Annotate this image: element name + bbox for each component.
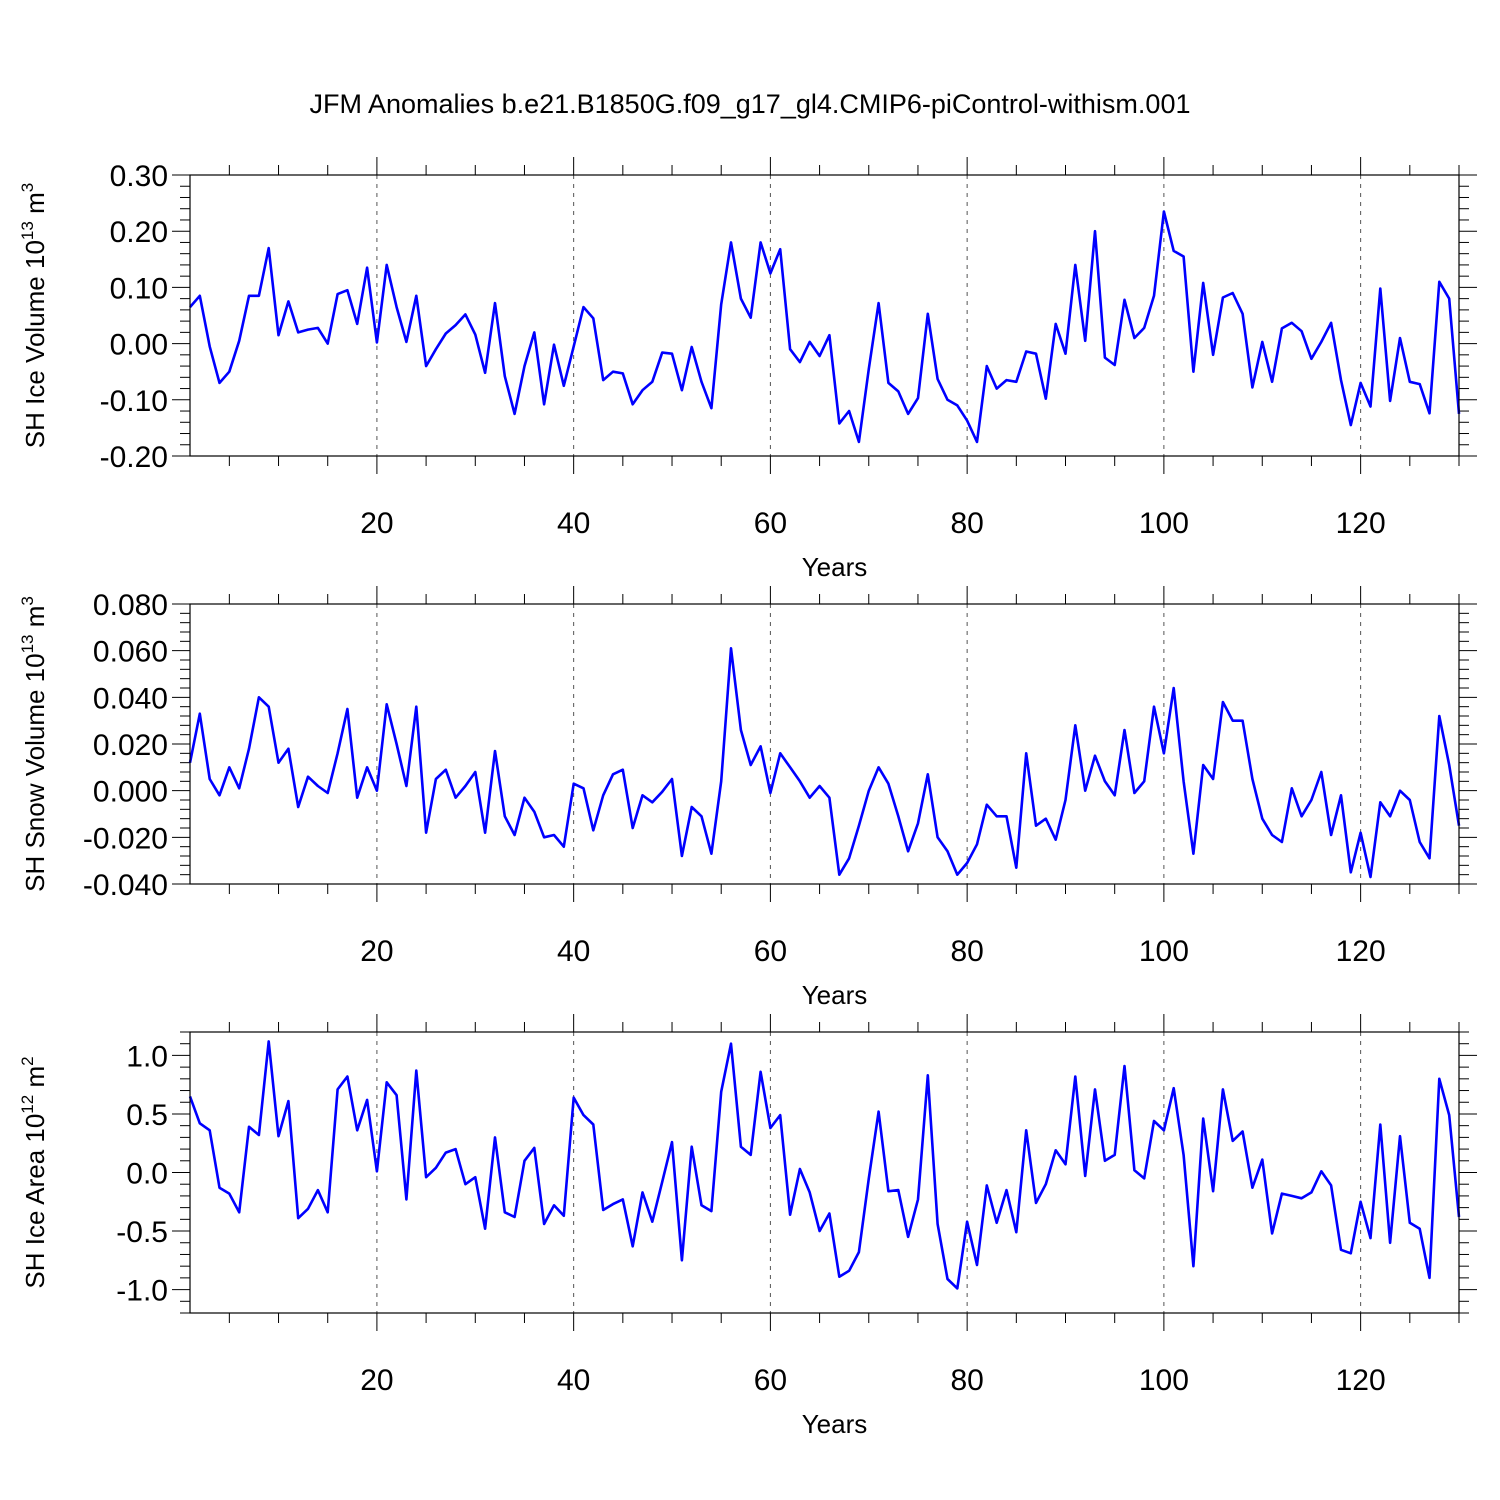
panel-ice-volume-x-tick-label: 20: [360, 507, 393, 540]
panel-snow-volume-x-tick-label: 20: [360, 935, 393, 968]
panel-ice-volume-x-tick-label: 40: [557, 507, 590, 540]
panel-ice-area-x-axis-label: Years: [802, 1409, 868, 1439]
panel-ice-volume: 20 40 60 80 100 120 -0.20 -0.10 0.00 0.10 0.20 0.30…: [18, 157, 1477, 582]
panel-ice-volume-y-axis-label-part: SH Ice Volume 10: [20, 240, 50, 448]
chart-title: JFM Anomalies b.e21.B1850G.f09_g17_gl4.C…: [310, 89, 1191, 119]
panel-ice-volume-y-tick-label: 0.20: [110, 216, 168, 249]
panel-snow-volume-x-tick-label: 40: [557, 935, 590, 968]
panel-ice-area-y-axis-exponent: 2: [18, 1056, 37, 1065]
panel-snow-volume-y-tick-label: 0.040: [93, 682, 168, 715]
panel-ice-area-series-line: [188, 1040, 1461, 1290]
panel-ice-volume-y-axis-exponent: 13: [18, 221, 37, 240]
panel-ice-area: 20 40 60 80 100 120 -1.0 -0.5 0.0 0.5 1.0 Years SH I…: [18, 1014, 1477, 1439]
panel-ice-volume-y-tick-label: 0.00: [110, 329, 168, 362]
panel-snow-volume-x-tick-label: 120: [1336, 935, 1386, 968]
panel-snow-volume-x-tick-label: 60: [754, 935, 787, 968]
panel-ice-area-x-tick-label: 20: [360, 1364, 393, 1397]
panel-snow-volume-y-tick-label: 0.000: [93, 776, 168, 809]
panel-ice-area-x-tick-label: 100: [1139, 1364, 1189, 1397]
panel-ice-area-x-tick-label: 120: [1336, 1364, 1386, 1397]
panel-ice-area-y-axis-label: SH Ice Area 1012 m2: [18, 1056, 50, 1288]
panel-ice-area-y-tick-label: 0.0: [126, 1158, 168, 1191]
panel-ice-area-y-axis-label-part: m: [20, 1066, 50, 1095]
panel-ice-area-y-axis-exponent: 12: [18, 1095, 37, 1114]
panel-snow-volume-y-tick-label: 0.080: [93, 589, 168, 622]
panel-snow-volume-y-tick-label: 0.060: [93, 636, 168, 669]
panel-ice-area-y-axis-label-part: SH Ice Area 10: [20, 1114, 50, 1289]
panel-ice-volume-series-line: [189, 210, 1461, 444]
panel-snow-volume-frame: [189, 603, 1460, 885]
panel-snow-volume-y-tick-label: -0.020: [83, 822, 168, 855]
panel-ice-volume-x-tick-label: 80: [950, 507, 983, 540]
panel-snow-volume-y-tick-label: 0.020: [93, 729, 168, 762]
panel-snow-volume-y-tick-label: -0.040: [83, 869, 168, 902]
panel-ice-area-y-tick-label: -0.5: [116, 1216, 168, 1249]
panel-ice-volume-y-tick-label: -0.20: [100, 441, 168, 474]
panel-snow-volume-y-axis-exponent: 13: [18, 634, 37, 653]
panel-snow-volume-x-tick-label: 80: [950, 935, 983, 968]
panel-ice-volume-x-tick-label: 100: [1139, 507, 1189, 540]
panel-snow-volume-y-axis-exponent: 3: [18, 596, 37, 605]
panel-ice-area-x-tick-label: 60: [754, 1364, 787, 1397]
panel-ice-volume-x-tick-label: 120: [1336, 507, 1386, 540]
panel-ice-volume-y-tick-label: 0.30: [110, 160, 168, 193]
panel-snow-volume: 20 40 60 80 100 120 -0.040 -0.020 0.000 0.020 0.04…: [18, 586, 1477, 1010]
panel-ice-volume-x-axis-label: Years: [802, 552, 868, 582]
panel-ice-area-y-tick-label: 0.5: [126, 1099, 168, 1132]
panel-ice-volume-y-tick-label: 0.10: [110, 272, 168, 305]
panel-ice-volume-y-axis-label: SH Ice Volume 1013 m3: [18, 183, 50, 448]
panel-ice-volume-frame: [189, 174, 1460, 457]
panel-snow-volume-y-axis-label-part: SH Snow Volume 10: [20, 653, 50, 891]
panel-ice-area-y-tick-label: 1.0: [126, 1040, 168, 1073]
panel-ice-area-x-tick-label: 80: [950, 1364, 983, 1397]
panel-snow-volume-series-line: [188, 646, 1461, 879]
panel-ice-area-frame: [189, 1031, 1460, 1314]
panel-ice-volume-y-axis-label-part: m: [20, 192, 50, 221]
panel-snow-volume-y-axis-label: SH Snow Volume 1013 m3: [18, 596, 50, 892]
panel-snow-volume-x-axis-label: Years: [802, 980, 868, 1010]
panel-ice-area-y-tick-label: -1.0: [116, 1275, 168, 1308]
panel-snow-volume-x-tick-label: 100: [1139, 935, 1189, 968]
panel-ice-volume-y-axis-exponent: 3: [18, 183, 37, 192]
panel-snow-volume-y-axis-label-part: m: [20, 606, 50, 635]
panel-ice-volume-x-tick-label: 60: [754, 507, 787, 540]
panel-ice-volume-y-tick-label: -0.10: [100, 385, 168, 418]
panel-ice-area-x-tick-label: 40: [557, 1364, 590, 1397]
